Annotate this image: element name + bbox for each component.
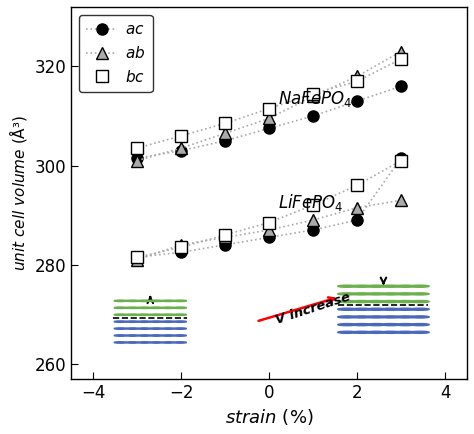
Text: V increase: V increase (273, 291, 352, 327)
Circle shape (138, 335, 151, 336)
Circle shape (367, 285, 386, 287)
Circle shape (367, 324, 386, 326)
Circle shape (338, 316, 356, 318)
Circle shape (396, 324, 415, 326)
Circle shape (367, 316, 386, 318)
Circle shape (410, 308, 429, 310)
Text: LiFePO$_4$: LiFePO$_4$ (278, 192, 344, 213)
Circle shape (352, 316, 371, 318)
Circle shape (126, 328, 139, 329)
Circle shape (114, 335, 127, 336)
Circle shape (367, 293, 386, 295)
Circle shape (381, 324, 400, 326)
Circle shape (338, 324, 356, 326)
Circle shape (338, 331, 356, 333)
Circle shape (396, 331, 415, 333)
Circle shape (114, 328, 127, 329)
Circle shape (150, 314, 163, 316)
Circle shape (396, 300, 415, 302)
Circle shape (162, 342, 174, 343)
Circle shape (162, 314, 174, 316)
Circle shape (173, 335, 187, 336)
Circle shape (114, 300, 127, 302)
Circle shape (138, 321, 151, 322)
Circle shape (352, 285, 371, 287)
Circle shape (138, 300, 151, 302)
Circle shape (114, 321, 127, 322)
Circle shape (410, 316, 429, 318)
Circle shape (126, 300, 139, 302)
Legend: $\it{ac}$, $\it{ab}$, $\it{bc}$: $\it{ac}$, $\it{ab}$, $\it{bc}$ (79, 15, 153, 92)
Circle shape (173, 307, 187, 309)
Circle shape (410, 300, 429, 302)
Circle shape (114, 307, 127, 309)
Circle shape (162, 321, 174, 322)
Circle shape (173, 300, 187, 302)
Circle shape (126, 335, 139, 336)
Circle shape (396, 308, 415, 310)
Circle shape (410, 285, 429, 287)
Circle shape (162, 300, 174, 302)
Circle shape (410, 293, 429, 295)
Circle shape (381, 308, 400, 310)
Circle shape (410, 331, 429, 333)
Circle shape (173, 314, 187, 316)
Circle shape (126, 307, 139, 309)
Circle shape (173, 342, 187, 343)
Circle shape (338, 285, 356, 287)
Circle shape (367, 308, 386, 310)
Circle shape (396, 285, 415, 287)
Circle shape (162, 328, 174, 329)
Circle shape (352, 331, 371, 333)
Circle shape (162, 335, 174, 336)
Circle shape (352, 300, 371, 302)
Circle shape (367, 300, 386, 302)
Circle shape (396, 293, 415, 295)
Circle shape (114, 342, 127, 343)
Circle shape (150, 342, 163, 343)
Text: NaFePO$_4$: NaFePO$_4$ (278, 89, 352, 108)
Circle shape (162, 307, 174, 309)
Circle shape (138, 307, 151, 309)
Circle shape (173, 328, 187, 329)
Circle shape (338, 300, 356, 302)
Circle shape (367, 331, 386, 333)
Circle shape (381, 331, 400, 333)
Circle shape (114, 314, 127, 316)
Circle shape (150, 307, 163, 309)
Circle shape (381, 293, 400, 295)
Circle shape (126, 342, 139, 343)
Circle shape (150, 328, 163, 329)
Circle shape (173, 321, 187, 322)
Circle shape (396, 316, 415, 318)
Circle shape (352, 324, 371, 326)
Circle shape (126, 321, 139, 322)
Circle shape (338, 308, 356, 310)
Circle shape (150, 335, 163, 336)
Y-axis label: $\it{unit\ cell\ volume}$ (Å³): $\it{unit\ cell\ volume}$ (Å³) (7, 115, 29, 271)
Circle shape (352, 293, 371, 295)
Circle shape (338, 293, 356, 295)
Circle shape (410, 324, 429, 326)
Circle shape (381, 285, 400, 287)
Circle shape (150, 300, 163, 302)
Circle shape (138, 314, 151, 316)
Circle shape (381, 300, 400, 302)
Circle shape (352, 308, 371, 310)
Circle shape (138, 342, 151, 343)
Circle shape (150, 321, 163, 322)
Circle shape (381, 316, 400, 318)
Circle shape (138, 328, 151, 329)
Circle shape (126, 314, 139, 316)
X-axis label: $\it{strain}$ (%): $\it{strain}$ (%) (225, 407, 313, 427)
